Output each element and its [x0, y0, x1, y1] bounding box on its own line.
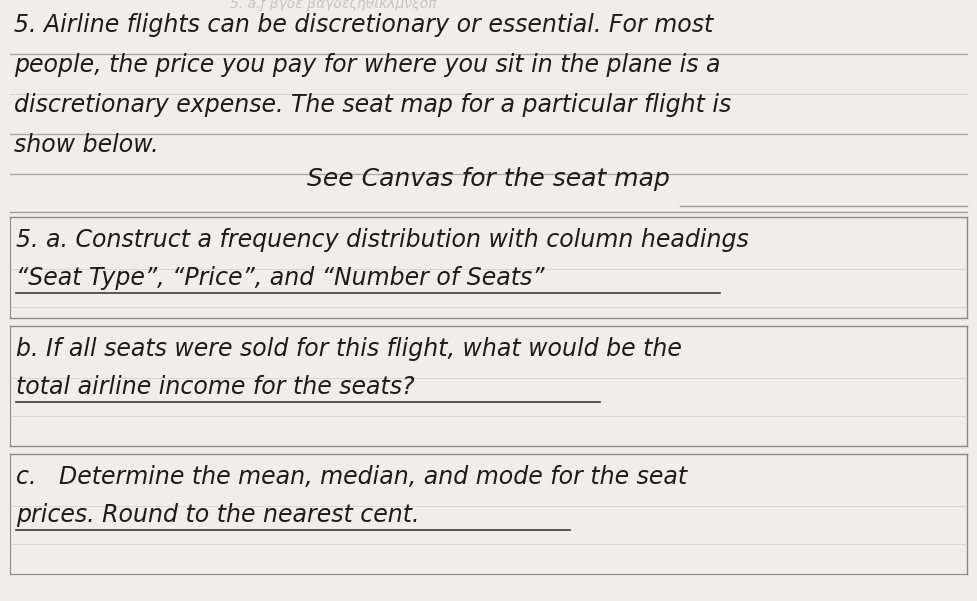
- Text: show below.: show below.: [14, 133, 158, 157]
- Text: 5. a.ƒ βγδε βαγδεζηθικλμνξοπ: 5. a.ƒ βγδε βαγδεζηθικλμνξοπ: [230, 0, 437, 11]
- Text: See Canvas for the seat map: See Canvas for the seat map: [307, 167, 669, 191]
- Text: discretionary expense. The seat map for a particular flight is: discretionary expense. The seat map for …: [14, 93, 731, 117]
- Text: people, the price you pay for where you sit in the plane is a: people, the price you pay for where you …: [14, 53, 720, 77]
- Text: 5. a. Construct a frequency distribution with column headings: 5. a. Construct a frequency distribution…: [16, 228, 748, 252]
- Text: b. If all seats were sold for this flight, what would be the: b. If all seats were sold for this fligh…: [16, 337, 682, 361]
- Text: “Seat Type”, “Price”, and “Number of Seats”: “Seat Type”, “Price”, and “Number of Sea…: [16, 266, 544, 290]
- Text: c.   Determine the mean, median, and mode for the seat: c. Determine the mean, median, and mode …: [16, 465, 687, 489]
- Text: 5. Airline flights can be discretionary or essential. For most: 5. Airline flights can be discretionary …: [14, 13, 713, 37]
- Text: prices. Round to the nearest cent.: prices. Round to the nearest cent.: [16, 503, 419, 527]
- Text: total airline income for the seats?: total airline income for the seats?: [16, 375, 414, 399]
